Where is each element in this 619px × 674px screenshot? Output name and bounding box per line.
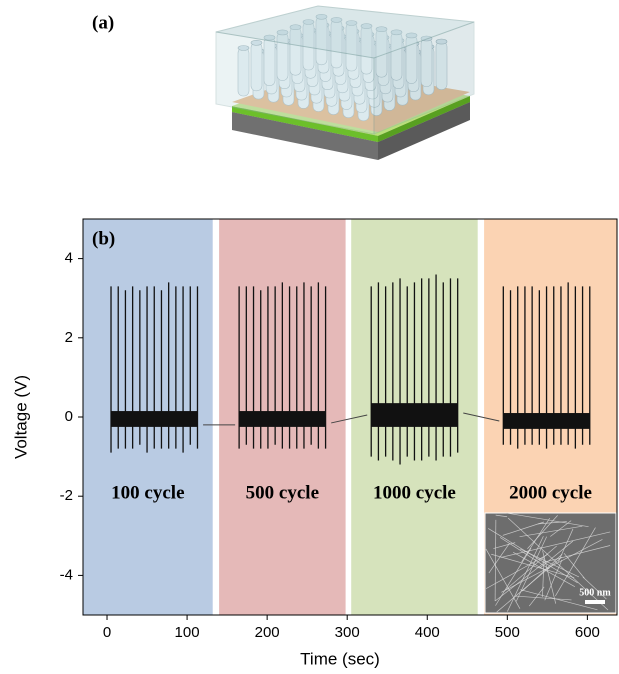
x-tick-label: 200 bbox=[255, 624, 280, 641]
x-tick-label: 300 bbox=[335, 624, 360, 641]
signal-band bbox=[111, 411, 197, 427]
region-label: 1000 cycle bbox=[373, 483, 456, 504]
figure: (a) 100 cycle 500 cycle 1000 cycle 2000 cyc… bbox=[0, 0, 619, 674]
region-label: 100 cycle bbox=[111, 483, 184, 504]
y-tick-label: -2 bbox=[60, 487, 73, 504]
x-axis-title: Time (sec) bbox=[300, 649, 380, 668]
panel-label: (b) bbox=[92, 228, 115, 249]
y-tick-label: 2 bbox=[65, 329, 73, 346]
x-tick-label: 0 bbox=[103, 624, 111, 641]
page: {"panel_a": {"label": "(a)"}, "chart_dat… bbox=[0, 0, 619, 674]
scale-bar bbox=[585, 600, 605, 604]
scale-label: 500 nm bbox=[579, 587, 611, 598]
x-tick-label: 400 bbox=[415, 624, 440, 641]
x-tick-label: 500 bbox=[495, 624, 520, 641]
x-tick-label: 600 bbox=[575, 624, 600, 641]
signal-band bbox=[503, 413, 589, 429]
y-axis-title: Voltage (V) bbox=[11, 375, 30, 459]
device-illustration bbox=[216, 6, 474, 160]
x-tick-label: 100 bbox=[175, 624, 200, 641]
region-label: 2000 cycle bbox=[509, 483, 592, 504]
y-tick-label: 0 bbox=[65, 408, 73, 425]
panel-label: (a) bbox=[92, 12, 114, 33]
region-label: 500 cycle bbox=[246, 483, 319, 504]
plot: 100 cycle 500 cycle 1000 cycle 2000 cycle 50… bbox=[11, 219, 617, 668]
signal-band bbox=[371, 403, 457, 427]
y-tick-label: -4 bbox=[60, 566, 73, 583]
y-tick-label: 4 bbox=[65, 250, 73, 267]
signal-band bbox=[239, 411, 325, 427]
